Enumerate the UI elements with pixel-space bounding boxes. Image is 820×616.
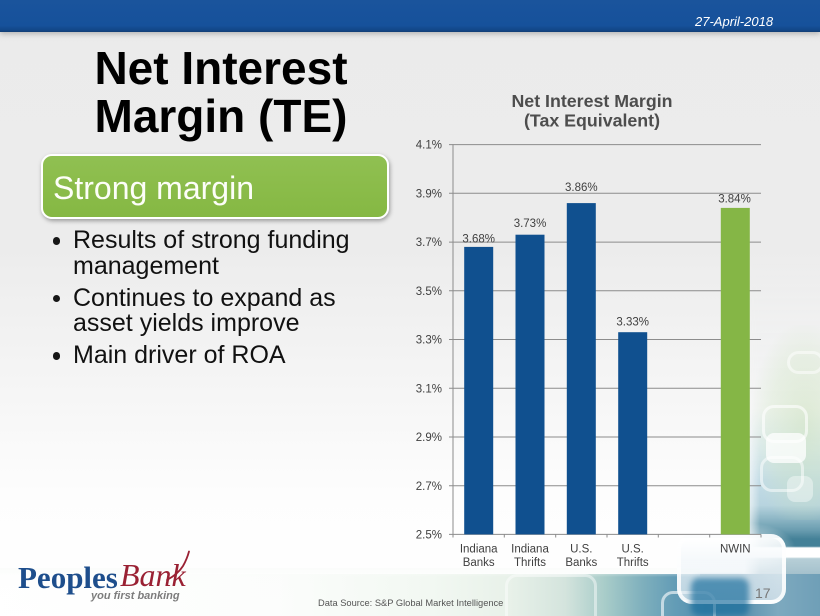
svg-text:U.S.: U.S. (570, 543, 592, 555)
svg-text:3.7%: 3.7% (416, 237, 442, 249)
svg-text:U.S.: U.S. (622, 543, 644, 555)
svg-text:Banks: Banks (565, 557, 597, 569)
svg-text:NWIN: NWIN (720, 543, 751, 555)
svg-text:3.9%: 3.9% (416, 188, 442, 200)
svg-text:3.3%: 3.3% (416, 335, 442, 347)
svg-text:Indiana: Indiana (460, 543, 498, 555)
svg-text:Banks: Banks (463, 557, 495, 569)
svg-text:2.5%: 2.5% (416, 530, 442, 542)
svg-text:4.1%: 4.1% (416, 140, 442, 152)
svg-text:3.1%: 3.1% (416, 383, 442, 395)
svg-text:3.5%: 3.5% (416, 286, 442, 298)
svg-text:2.7%: 2.7% (416, 481, 442, 493)
svg-text:3.86%: 3.86% (565, 182, 598, 194)
svg-text:3.73%: 3.73% (514, 218, 547, 230)
svg-text:Indiana: Indiana (511, 543, 549, 555)
svg-text:Net Interest Margin: Net Interest Margin (511, 91, 672, 111)
svg-text:3.33%: 3.33% (616, 316, 649, 328)
svg-text:3.68%: 3.68% (462, 234, 495, 246)
svg-text:(Tax Equivalent): (Tax Equivalent) (524, 111, 660, 131)
svg-text:Thrifts: Thrifts (514, 557, 546, 569)
svg-text:2.9%: 2.9% (416, 432, 442, 444)
svg-text:Thrifts: Thrifts (617, 557, 649, 569)
svg-text:3.84%: 3.84% (718, 194, 751, 206)
